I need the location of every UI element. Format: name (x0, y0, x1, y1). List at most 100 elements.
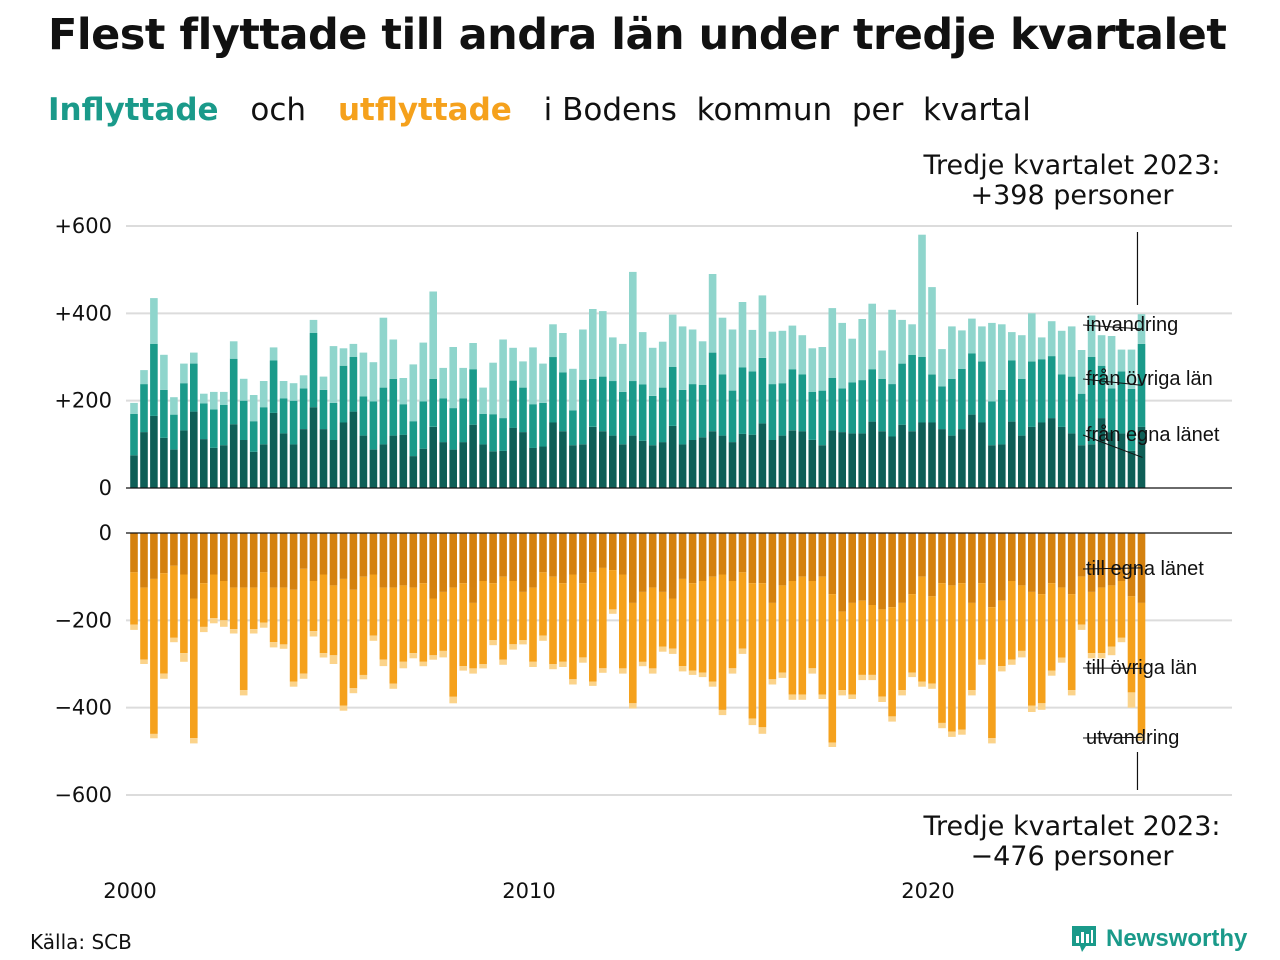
bar-out-local (968, 533, 976, 603)
bar-in-other (928, 374, 936, 423)
bar-out-other (379, 587, 388, 660)
bar-out-local (668, 533, 677, 599)
bar-out-emigration (269, 642, 278, 648)
bar-out-local (798, 533, 807, 577)
bar-in-local (609, 435, 617, 488)
bar-out-emigration (279, 644, 288, 649)
bar-in-other (878, 378, 886, 432)
bar-out-local (130, 533, 138, 573)
bar-out-local (499, 533, 507, 577)
bar-out-other (569, 574, 577, 680)
bar-in-local (399, 434, 408, 488)
bar-in-other (180, 383, 188, 431)
bar-out-emigration (439, 650, 447, 658)
bar-in-other (1047, 356, 1056, 419)
bar-out-other (220, 581, 228, 621)
bar-in-local (748, 434, 757, 488)
bar-out-local (678, 533, 687, 579)
bar-in-immigration (339, 348, 348, 366)
segment-label-top: invandring (1086, 314, 1178, 336)
bar-out-local (619, 533, 627, 575)
bar-out-emigration (309, 631, 318, 637)
bar-in-local (1077, 445, 1086, 488)
bar-out-other (309, 581, 318, 632)
bar-in-immigration (569, 368, 577, 411)
bar-out-local (429, 533, 437, 599)
subtitle-inflyttade: Inflyttade (48, 92, 219, 128)
bar-in-immigration (978, 326, 986, 362)
bar-in-immigration (389, 339, 398, 379)
bar-out-other (678, 578, 687, 667)
bar-out-emigration (299, 673, 308, 679)
bar-in-immigration (638, 332, 647, 385)
bar-out-emigration (539, 635, 547, 641)
bar-in-other (888, 384, 896, 437)
bar-out-other (349, 589, 358, 689)
bar-in-immigration (229, 341, 238, 359)
bar-in-immigration (728, 329, 737, 391)
bar-in-local (489, 451, 497, 488)
bottom-y-tick-label: −600 (54, 783, 112, 807)
bar-out-emigration (1077, 624, 1086, 630)
bar-out-other (688, 583, 697, 671)
bar-in-local (629, 435, 637, 488)
bar-in-other (289, 400, 298, 445)
bar-out-other (1028, 592, 1036, 706)
bar-in-local (778, 435, 787, 488)
bar-in-local (888, 436, 896, 488)
bar-in-local (200, 439, 208, 488)
bar-in-immigration (499, 339, 507, 419)
bar-out-other (599, 567, 607, 669)
bar-in-immigration (678, 326, 687, 390)
bar-out-emigration (609, 609, 617, 614)
bar-in-immigration (768, 331, 777, 385)
bar-out-local (579, 533, 587, 584)
bar-in-local (968, 414, 976, 488)
bar-out-local (409, 533, 418, 588)
bar-in-immigration (858, 319, 866, 381)
bar-out-other (499, 576, 507, 660)
bar-out-other (818, 576, 827, 695)
bar-in-other (160, 389, 168, 438)
bar-out-emigration (668, 648, 677, 654)
bar-out-other (748, 583, 757, 719)
bar-out-emigration (898, 690, 906, 696)
bar-out-emigration (1087, 653, 1096, 659)
bar-in-local (1117, 433, 1126, 488)
bar-in-other (629, 381, 637, 436)
bar-in-other (728, 390, 737, 443)
bar-out-local (539, 533, 547, 573)
bar-in-other (768, 384, 777, 440)
bar-in-other (369, 401, 378, 450)
bar-in-immigration (888, 309, 896, 384)
bar-out-local (648, 533, 657, 588)
bar-in-local (449, 449, 457, 488)
bar-in-other (549, 357, 557, 423)
bar-in-local (599, 431, 607, 488)
bar-in-immigration (239, 378, 248, 401)
brand-logo[interactable]: Newsworthy (1070, 924, 1247, 954)
bar-in-immigration (469, 343, 477, 370)
bar-out-emigration (389, 683, 398, 689)
bar-in-immigration (998, 324, 1006, 390)
bar-out-local (728, 533, 737, 581)
bar-in-local (459, 442, 467, 488)
bar-out-local (998, 533, 1006, 601)
bar-in-other (349, 357, 358, 412)
bar-out-other (808, 581, 817, 669)
bar-in-immigration (150, 298, 158, 344)
bar-out-emigration (469, 668, 477, 674)
bar-in-other (758, 357, 767, 424)
bar-out-emigration (918, 681, 926, 687)
top-y-tick-label: +200 (54, 389, 112, 413)
bar-in-other (718, 374, 727, 436)
bar-in-immigration (190, 352, 198, 364)
bar-in-local (319, 429, 328, 488)
bar-in-other (539, 402, 547, 447)
bar-in-other (399, 404, 408, 435)
bottom-y-tick-label: −200 (54, 608, 112, 632)
bar-in-local (638, 440, 647, 488)
bar-in-local (379, 444, 388, 488)
bar-out-other (279, 587, 288, 645)
bar-in-other (858, 380, 866, 434)
